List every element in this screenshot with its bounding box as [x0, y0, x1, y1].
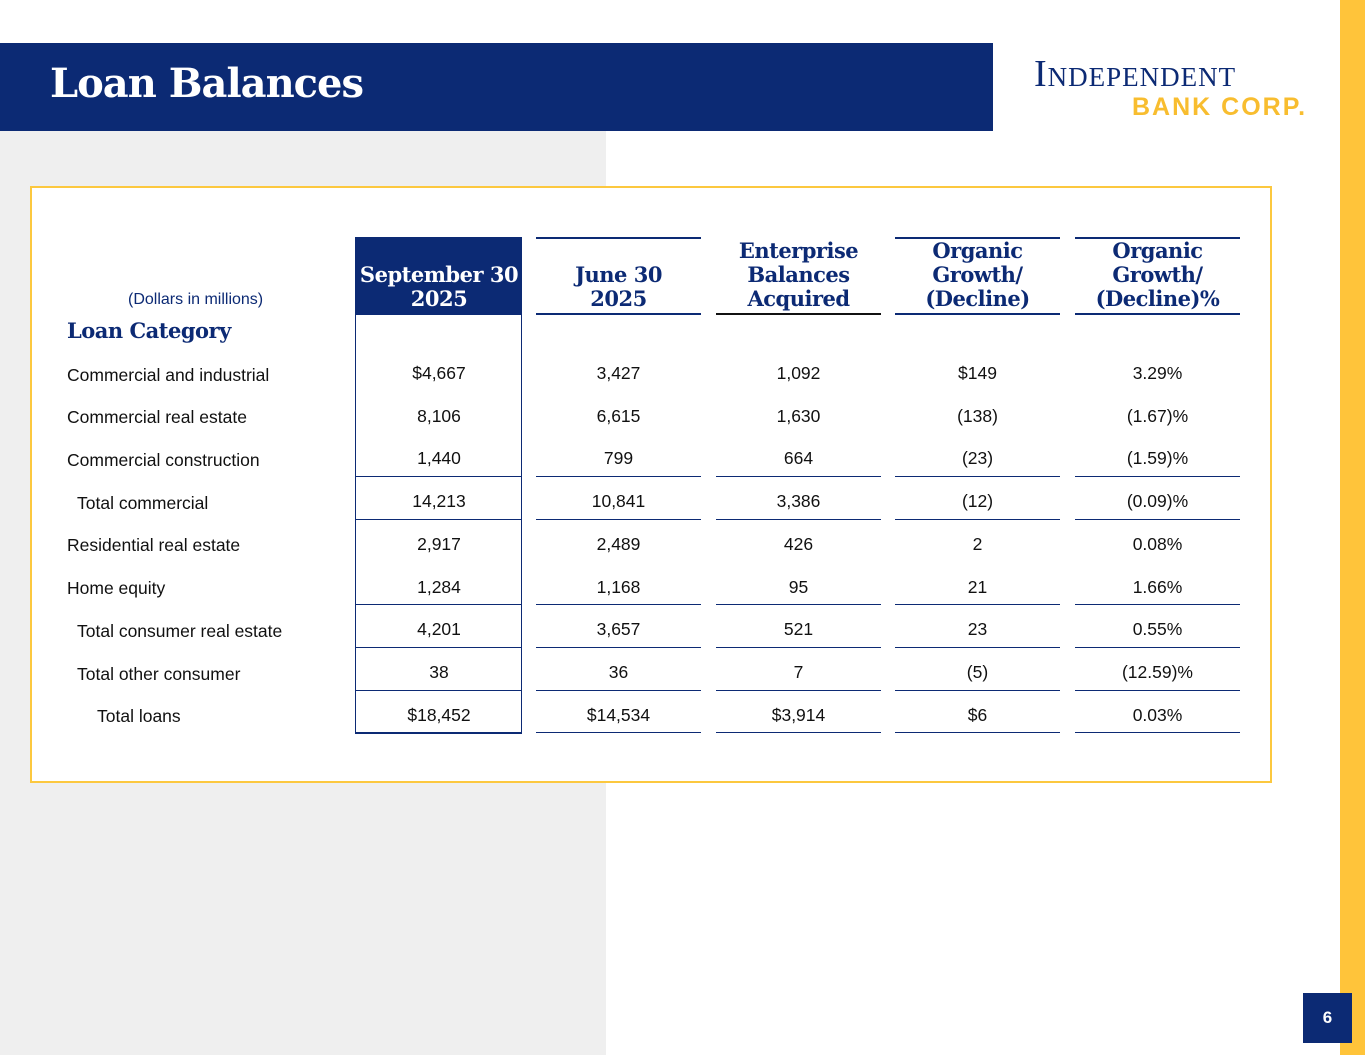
table-row: Residential real estate 2,917 2,489 426 2 0.0… [60, 520, 1240, 563]
table-cell: (1.59)% [1075, 434, 1240, 478]
table-cell: 7 [716, 648, 881, 691]
table-cell: $6 [895, 691, 1060, 734]
accent-stripe [1340, 0, 1365, 1055]
table-cell: $18,452 [356, 691, 522, 734]
table-cell: 0.08% [1132, 533, 1183, 554]
table-cell: 3,386 [716, 477, 881, 520]
table-cell: 2,917 [417, 533, 461, 554]
table-cell: 95 [716, 563, 881, 606]
table-cell: 3.29% [1132, 363, 1183, 383]
table-frame [30, 186, 1272, 783]
row-label: Total loans [97, 706, 181, 727]
table-cell: (12.59)% [1075, 648, 1240, 691]
table-cell: 8,106 [417, 405, 461, 426]
row-label: Residential real estate [67, 535, 241, 556]
table-cell: 2,489 [596, 533, 641, 554]
table-cell: 23 [895, 605, 1060, 648]
table-cell: 1,630 [776, 405, 821, 426]
table-cell: $4,667 [412, 363, 466, 383]
table-cell: (1.67)% [1126, 405, 1189, 426]
row-label: Commercial construction [67, 450, 260, 471]
table-row: Total other consumer 38 36 7 (5) (12.59)% [60, 648, 1240, 691]
table-cell: 0.55% [1075, 605, 1240, 648]
column-header-enterprise: Enterprise Balances Acquired [716, 237, 881, 315]
table-cell: 1,440 [356, 434, 522, 478]
table-cell: $3,914 [716, 691, 881, 734]
title-band [0, 43, 993, 131]
highlight-column-outline [355, 237, 522, 734]
table-cell: 3,427 [596, 363, 641, 383]
table-cell: 1.66% [1075, 563, 1240, 606]
table-cell: 1,284 [356, 563, 522, 606]
units-note: (Dollars in millions) [128, 291, 264, 308]
column-header-jun-2025: June 30 2025 [536, 237, 701, 315]
table-row: Total consumer real estate 4,201 3,657 521 2… [60, 605, 1240, 648]
logo-independent: Independent [1034, 53, 1237, 95]
table-cell: (12) [895, 477, 1060, 520]
table-row: Total loans $18,452 $14,534 $3,914 $6 0.03% [60, 691, 1240, 734]
row-label: Total other consumer [77, 663, 241, 684]
table-cell: 664 [716, 434, 881, 478]
row-label: Total consumer real estate [77, 620, 283, 641]
table-row: Total commercial 14,213 10,841 3,386 (12) (0.… [60, 477, 1240, 520]
row-label: Commercial real estate [67, 407, 247, 428]
table-cell: (5) [895, 648, 1060, 691]
table-cell: 21 [895, 563, 1060, 606]
table-cell: 6,615 [596, 405, 641, 426]
row-label: Commercial and industrial [67, 364, 270, 385]
table-row: Commercial and industrial $4,667 3,427 1,09… [60, 349, 1240, 392]
page-title: Loan Balances [50, 60, 364, 107]
table-cell: 0.03% [1075, 691, 1240, 734]
row-label: Home equity [67, 578, 166, 599]
table-cell: (23) [895, 434, 1060, 478]
table-cell: 4,201 [356, 605, 522, 648]
table-cell: $149 [958, 363, 997, 383]
table-cell: 1,092 [776, 363, 821, 383]
category-heading: Loan Category [67, 318, 231, 343]
table-cell: 799 [536, 434, 701, 478]
table-cell: 38 [356, 648, 522, 691]
table-cell: (138) [957, 405, 998, 426]
table-cell: (0.09)% [1075, 477, 1240, 520]
column-header-organic-growth: Organic Growth/(Decline) [895, 237, 1060, 315]
table-cell: $14,534 [536, 691, 701, 734]
logo-bank-corp: BANK CORP. [1132, 93, 1308, 121]
table-cell: 10,841 [536, 477, 701, 520]
table-row: Home equity 1,284 1,168 95 21 1.66% [60, 563, 1240, 606]
column-header-sep-2025: September 30 2025 [356, 237, 522, 315]
table-cell: 1,168 [536, 563, 701, 606]
table-cell: 3,657 [536, 605, 701, 648]
table-cell: 2 [972, 533, 983, 554]
table-cell: 426 [783, 533, 814, 554]
row-label: Total commercial [77, 492, 209, 513]
table-row: Commercial real estate 8,106 6,615 1,630 (13… [60, 392, 1240, 435]
table-cell: 521 [716, 605, 881, 648]
column-header-organic-growth-pct: Organic Growth/(Decline)% [1075, 237, 1240, 315]
table-row: Commercial construction 1,440 799 664 (23) (1… [60, 434, 1240, 478]
table-cell: 36 [536, 648, 701, 691]
page-number: 6 [1303, 993, 1352, 1043]
table-cell: 14,213 [356, 477, 522, 520]
